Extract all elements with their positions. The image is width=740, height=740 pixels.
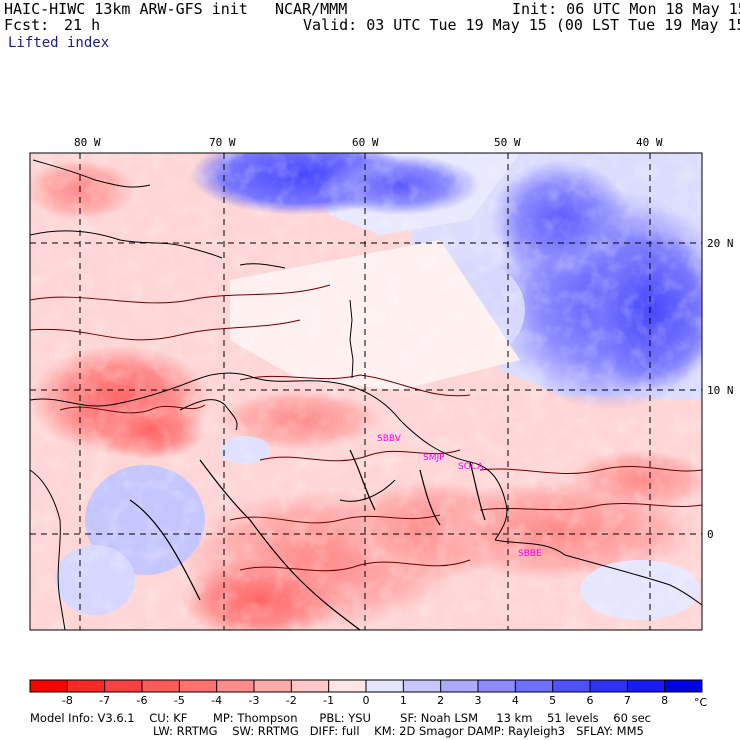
lon-label-70w: 70 W (209, 136, 236, 149)
model-info-line1: Model Info: V3.6.1 CU: KF MP: Thompson P… (30, 711, 651, 725)
colorbar-tick-label: 3 (475, 694, 482, 707)
lat-label-10n: 10 N (707, 384, 734, 397)
country-borders (129, 449, 486, 631)
station-markers: SBBV SMJP SOCA SBBE (377, 434, 542, 559)
colorbar-swatch (216, 680, 255, 692)
colorbar-tick-label: 1 (400, 694, 407, 707)
station-smjp: SMJP (423, 453, 445, 463)
station-sbbe: SBBE (518, 549, 542, 559)
colorbar-tick-label: 8 (661, 694, 668, 707)
colorbar-swatch (30, 680, 68, 692)
lon-label-50w: 50 W (494, 136, 521, 149)
colorbar-swatch (291, 680, 330, 692)
colorbar-tick-label: -5 (174, 694, 185, 707)
colorbar-swatch (627, 680, 666, 692)
colorbar-swatch (440, 680, 479, 692)
coastlines (29, 159, 703, 631)
lat-label-0: 0 (707, 528, 714, 541)
colorbar-swatch (552, 680, 591, 692)
lon-label-80w: 80 W (74, 136, 101, 149)
colorbar-swatch (328, 680, 367, 692)
colorbar-tick-label: 2 (437, 694, 444, 707)
colorbar-unit: °C (694, 696, 708, 709)
colorbar-swatch (478, 680, 516, 692)
colorbar-ticks: -8 -7 -6 -5 -4 -3 -2 -1 0 1 2 3 4 5 6 7 8 (62, 694, 668, 707)
colorbar-tick-label: 6 (587, 694, 594, 707)
colorbar-swatch (67, 680, 106, 692)
colorbar-tick-label: 7 (624, 694, 631, 707)
colorbar-swatch (403, 680, 442, 692)
org-label: NCAR/MMM (275, 0, 348, 18)
graticule (30, 153, 702, 630)
colorbar-tick-label: -1 (323, 694, 334, 707)
colorbar-tick-label: -6 (137, 694, 148, 707)
colorbar-tick-label: 5 (549, 694, 556, 707)
model-info-line2: LW: RRTMG SW: RRTMG DIFF: full KM: 2D Sm… (153, 724, 644, 738)
colorbar-tick-label: -3 (249, 694, 260, 707)
init-time: Init: 06 UTC Mon 18 May 15 (512, 0, 740, 18)
lon-label-60w: 60 W (352, 136, 379, 149)
colorbar-tick-label: -2 (286, 694, 297, 707)
station-soca: SOCA (458, 462, 484, 472)
station-sbbv: SBBV (377, 434, 402, 444)
colorbar-tick-label: 0 (363, 694, 370, 707)
colorbar-tick-label: -4 (211, 694, 222, 707)
map-frame (29, 152, 703, 631)
forecast-label: Fcst: (4, 16, 50, 34)
colorbar-tick-label: -8 (62, 694, 73, 707)
valid-time: Valid: 03 UTC Tue 19 May 15 (00 LST Tue … (303, 16, 740, 34)
colorbar-swatch (590, 680, 628, 692)
colorbar-tick-label: -7 (99, 694, 110, 707)
colorbar-swatch (366, 680, 404, 692)
colorbar-tick-label: 4 (512, 694, 519, 707)
colorbar (29, 679, 703, 693)
colorbar-swatch (254, 680, 292, 692)
colorbar-swatch (104, 680, 143, 692)
lon-label-40w: 40 W (636, 136, 663, 149)
field-name: Lifted index (8, 35, 110, 51)
colorbar-swatch (142, 680, 180, 692)
colorbar-swatch (179, 680, 218, 692)
forecast-hour: 21 h (64, 16, 101, 34)
colorbar-swatch (515, 680, 554, 692)
lat-label-20n: 20 N (707, 237, 734, 250)
colorbar-swatch (664, 680, 703, 692)
model-title: HAIC-HIWC 13km ARW-GFS init (4, 0, 248, 18)
shaded-field (30, 153, 702, 630)
contour-lines (30, 284, 702, 572)
